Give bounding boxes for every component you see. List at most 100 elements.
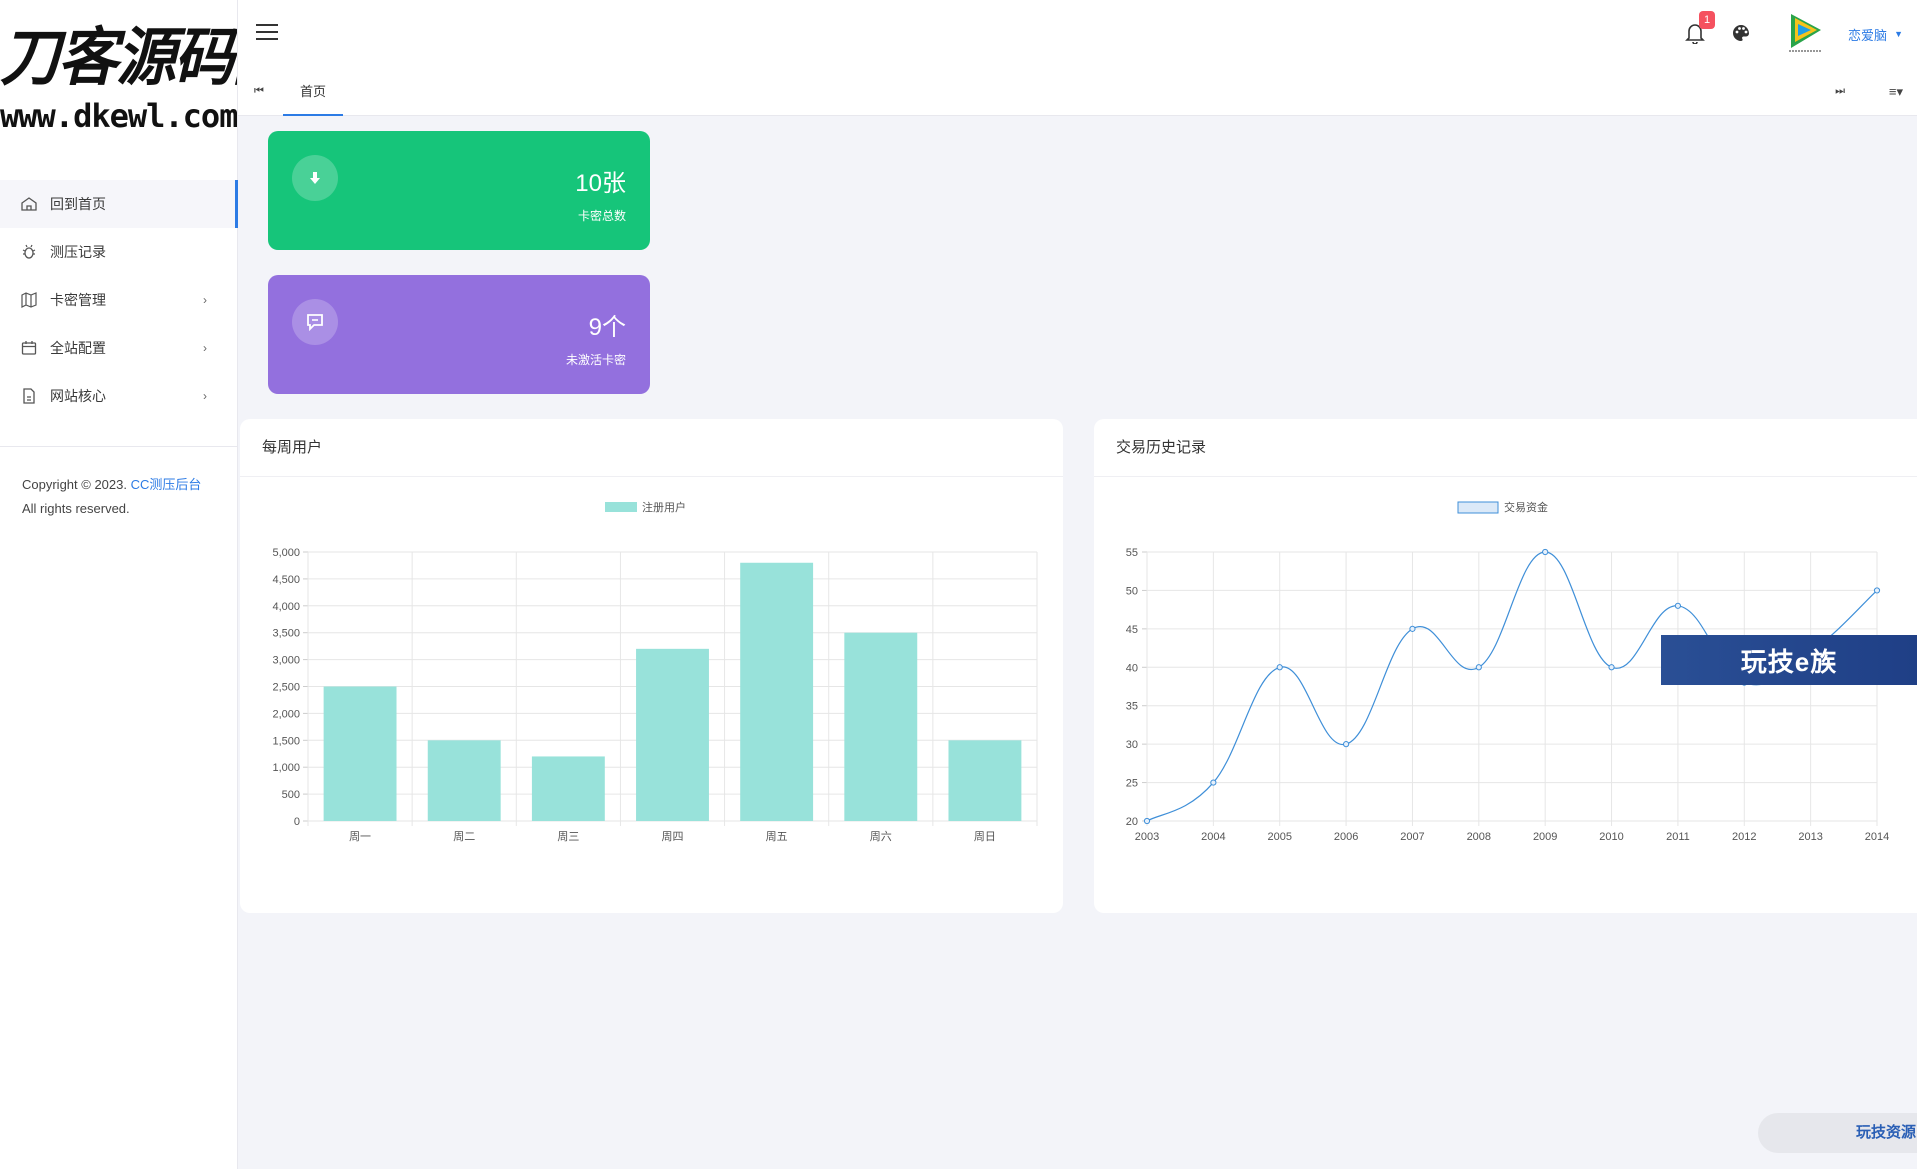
notification-badge: 1: [1699, 11, 1716, 29]
x-tick-label: 周三: [557, 830, 579, 843]
bar: [844, 632, 918, 821]
watermark-banner: 玩技e族: [1661, 635, 1917, 685]
data-point: [1276, 664, 1283, 671]
stat-value: 9个: [588, 314, 626, 341]
panel-title: 每周用户: [240, 419, 1063, 477]
weekly-users-panel: 每周用户 注册用户 0 500 1,000 1,500 2,000 2,500 3,000 3,…: [240, 419, 1063, 913]
x-tick-label: 2007: [1400, 831, 1424, 843]
sidebar-item-test-records[interactable]: 测压记录: [0, 228, 237, 276]
bar: [323, 686, 397, 821]
x-tick-label: 周二: [453, 830, 475, 843]
bar: [427, 740, 501, 821]
transaction-history-chart: 交易资金 20 25 30 35 40 45 50 55 2003 2004 2005 2006 2007…: [1126, 500, 1889, 843]
y-tick-label: 0: [294, 816, 300, 828]
copyright-prefix: Copyright © 2023.: [22, 477, 131, 492]
bell-icon[interactable]: 1: [1685, 11, 1716, 45]
bar: [636, 648, 709, 821]
series-line: [1146, 551, 1878, 822]
first-tab-icon[interactable]: ⏮: [254, 85, 264, 97]
last-tab-icon[interactable]: ⏭: [1835, 85, 1845, 97]
stat-card-total: 10张 卡密总数: [268, 131, 650, 250]
y-tick-label: 35: [1126, 701, 1138, 713]
caret-down-icon[interactable]: ▼: [1894, 29, 1903, 39]
x-tick-label: 2004: [1201, 831, 1225, 843]
sidebar-item-label: 卡密管理: [50, 292, 106, 308]
chevron-right-icon: ›: [203, 389, 207, 403]
data-point: [1674, 602, 1682, 609]
x-tick-label: 2009: [1533, 831, 1557, 843]
x-tick-label: 周一: [349, 830, 371, 843]
y-tick-label: 2,000: [272, 708, 300, 720]
legend-label: 交易资金: [1504, 500, 1548, 514]
x-tick-label: 周五: [766, 830, 788, 843]
y-tick-label: 45: [1126, 624, 1138, 636]
tab-bar: ⏮ 首页 ⏭ ≡▾: [238, 68, 1917, 116]
brand-url: www.dkewl.com: [0, 97, 237, 135]
file-icon: [20, 387, 38, 405]
bar: [740, 562, 814, 821]
weekly-users-chart: 注册用户 0 500 1,000 1,500 2,000 2,500 3,000 3,500 4,…: [272, 500, 1038, 843]
tab-home[interactable]: 首页: [283, 68, 343, 116]
y-tick-label: 55: [1126, 547, 1138, 559]
copyright-link[interactable]: CC测压后台: [130, 477, 202, 492]
stat-card-inactive: 9个 未激活卡密: [268, 275, 650, 394]
y-tick-label: 30: [1126, 739, 1138, 751]
sidebar-item-home[interactable]: 回到首页: [0, 180, 238, 228]
brand-logo[interactable]: 刀客源码网 www.dkewl.com: [0, 0, 237, 150]
bar: [948, 740, 1022, 821]
x-tick-label: 周六: [870, 830, 892, 843]
sidebar-item-card-management[interactable]: 卡密管理 ›: [0, 276, 237, 324]
sidebar-item-label: 回到首页: [50, 196, 106, 212]
y-tick-label: 1,500: [272, 735, 300, 747]
data-point: [1409, 625, 1416, 632]
chevron-right-icon: ›: [203, 293, 207, 307]
x-tick-label: 2013: [1798, 831, 1822, 843]
sidebar: 刀客源码网 www.dkewl.com 回到首页 测压记录 卡密管理 ›: [0, 0, 238, 1169]
sidebar-divider: [0, 446, 237, 447]
menu-toggle-icon[interactable]: [256, 24, 278, 42]
x-tick-label: 2006: [1334, 831, 1358, 843]
legend-label: 注册用户: [642, 500, 686, 514]
brand-name: 刀客源码网: [0, 21, 237, 95]
tab-menu-icon[interactable]: ≡▾: [1888, 84, 1903, 99]
legend-swatch: [605, 502, 637, 512]
stat-label: 卡密总数: [577, 209, 626, 223]
avatar[interactable]: [1783, 8, 1827, 56]
sidebar-nav: 回到首页 测压记录 卡密管理 › 全站配置 › 网站核心: [0, 180, 238, 420]
map-icon: [20, 291, 38, 309]
y-tick-label: 2,500: [272, 682, 300, 694]
sidebar-item-label: 全站配置: [50, 340, 106, 356]
palette-icon[interactable]: [1731, 23, 1751, 43]
bar: [531, 756, 605, 821]
data-point: [1210, 779, 1217, 786]
topbar: 1 恋爱脑 ▼: [238, 0, 1917, 68]
y-tick-label: 20: [1126, 816, 1138, 828]
stat-value: 10张: [575, 170, 626, 197]
sidebar-item-label: 测压记录: [50, 244, 106, 260]
y-tick-label: 4,500: [272, 574, 300, 586]
x-tick-label: 2008: [1467, 831, 1491, 843]
y-tick-label: 4,000: [272, 601, 300, 613]
message-icon: [292, 299, 338, 345]
y-tick-label: 1,000: [272, 762, 300, 774]
copyright-suffix: All rights reserved.: [22, 501, 130, 516]
data-point: [1608, 664, 1615, 671]
data-point: [1143, 817, 1151, 825]
sidebar-item-site-core[interactable]: 网站核心 ›: [0, 372, 237, 420]
y-tick-label: 25: [1126, 778, 1138, 790]
chevron-right-icon: ›: [203, 341, 207, 355]
x-tick-label: 2012: [1732, 831, 1756, 843]
copyright: Copyright © 2023. CC测压后台 All rights rese…: [0, 447, 237, 521]
watermark-pill[interactable]: 玩技资源: [1758, 1113, 1917, 1153]
sidebar-item-site-config[interactable]: 全站配置 ›: [0, 324, 237, 372]
data-point: [1475, 664, 1482, 671]
x-tick-label: 2005: [1267, 831, 1291, 843]
y-tick-label: 50: [1126, 585, 1138, 597]
data-point: [1342, 741, 1350, 748]
x-tick-label: 周四: [662, 830, 684, 843]
y-tick-label: 3,500: [272, 628, 300, 640]
download-icon: [292, 155, 338, 201]
x-tick-label: 2014: [1865, 831, 1889, 843]
user-name[interactable]: 恋爱脑: [1847, 28, 1887, 43]
panel-title: 交易历史记录: [1094, 419, 1917, 477]
